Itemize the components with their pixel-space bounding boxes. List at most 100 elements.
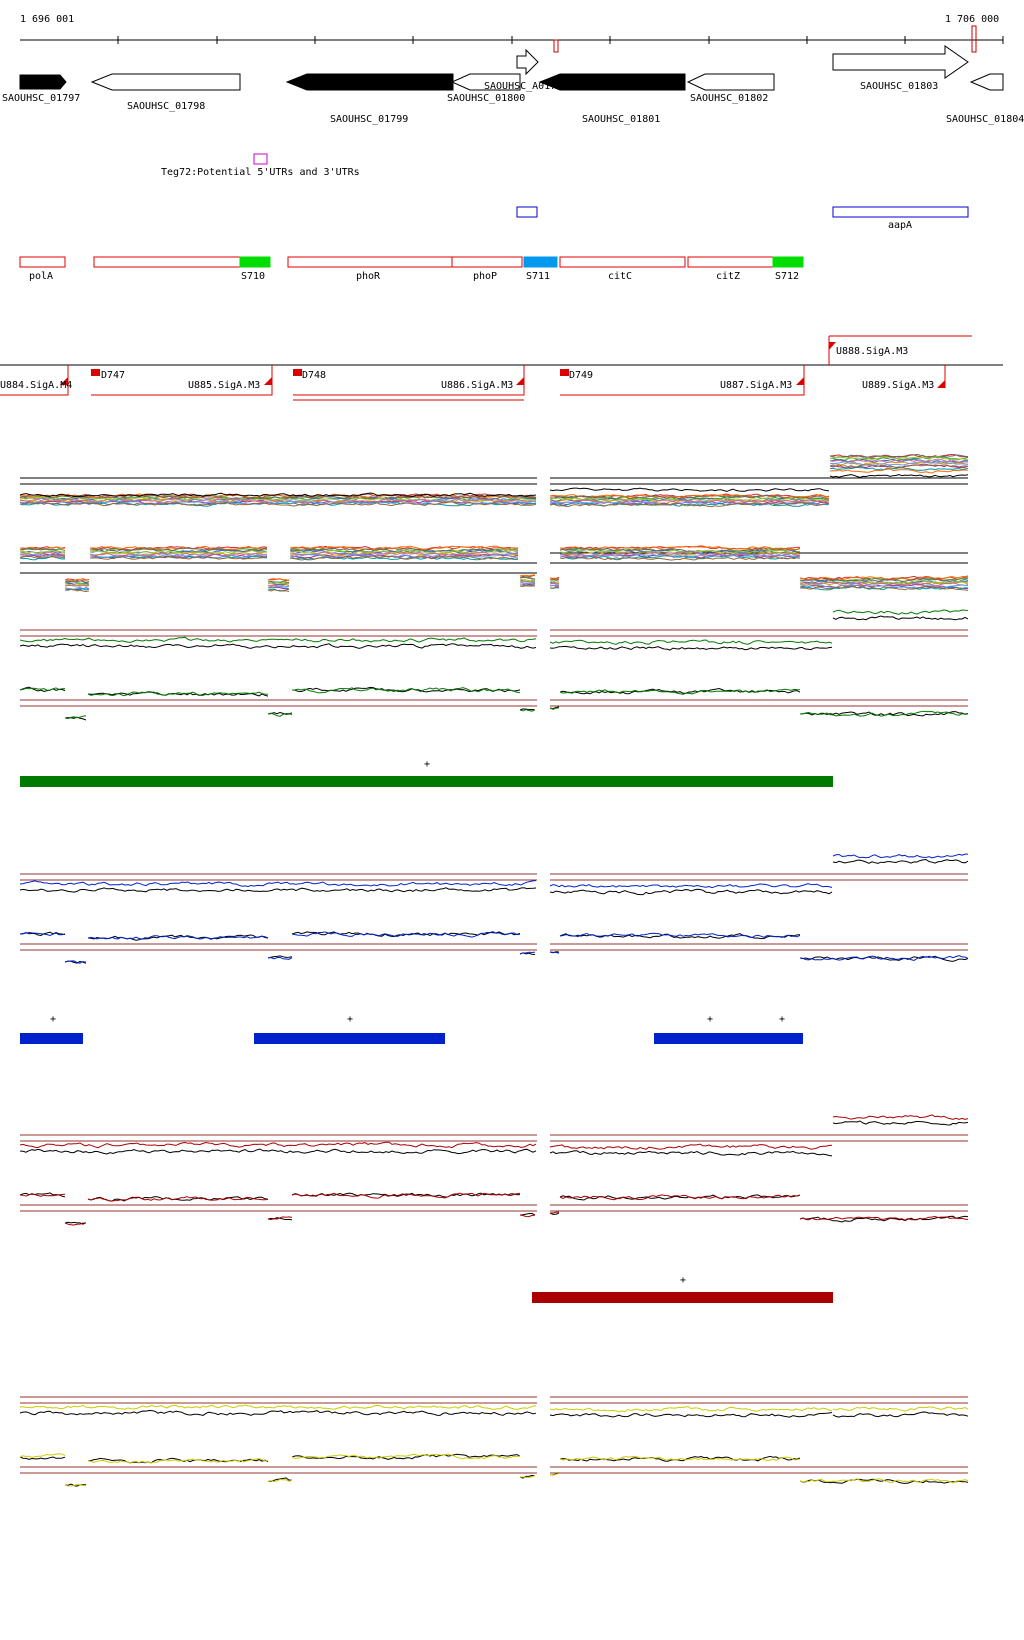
expression-multi-panel <box>19 453 969 593</box>
promoter-marker[interactable] <box>560 369 569 376</box>
expression-trace <box>19 553 969 590</box>
annotation-box[interactable] <box>451 256 523 268</box>
annotation-label: S711 <box>526 271 550 282</box>
annotation-label: citC <box>608 271 632 282</box>
expression-trace <box>19 609 969 645</box>
gene-arrow[interactable] <box>969 73 1004 91</box>
coordinate-ruler: 1 696 001 1 706 000 <box>20 14 1004 53</box>
promoter-label: U886.SigA.M3 <box>441 380 513 391</box>
gene-track: SAOUHSC_01797 SAOUHSC_01798 SAOUHSC_0179… <box>2 45 1024 125</box>
expression-trace <box>19 1192 969 1226</box>
condition-panel-yellow <box>19 1396 969 1487</box>
expression-trace <box>19 686 969 721</box>
expression-trace <box>19 468 969 499</box>
s-region-box[interactable] <box>239 256 271 268</box>
gene-arrow[interactable] <box>450 73 521 91</box>
promoter-label: U885.SigA.M3 <box>188 380 260 391</box>
ruler-end-label: 1 706 000 <box>945 14 999 25</box>
significance-bar[interactable] <box>532 1292 833 1303</box>
promoter-marker[interactable] <box>293 369 302 376</box>
ruler-marker <box>553 39 559 53</box>
bar-mark: + <box>779 1014 785 1025</box>
bar-mark: + <box>424 759 430 770</box>
gene-label: SAOUHSC_01804 <box>946 114 1024 125</box>
utr-track-label: Teg72:Potential 5'UTRs and 3'UTRs <box>161 167 360 178</box>
s-region-box[interactable] <box>523 256 558 268</box>
promoter-flag[interactable] <box>264 377 272 385</box>
promoter-label: D747 <box>101 370 125 381</box>
expression-trace <box>19 687 969 720</box>
annotation-label: citZ <box>716 271 740 282</box>
gene-arrow[interactable] <box>832 45 969 79</box>
promoter-flag[interactable] <box>60 377 68 385</box>
utr-box[interactable] <box>253 153 268 165</box>
promoter-marker[interactable] <box>91 369 100 376</box>
aap-box[interactable] <box>832 206 969 218</box>
bar-mark: + <box>347 1014 353 1025</box>
annotation-box[interactable] <box>687 256 774 268</box>
annotation-label: polA <box>29 271 53 282</box>
expression-trace <box>20 453 969 499</box>
condition-panels: + + + + + + <box>19 609 969 1487</box>
ruler-marker <box>971 25 977 53</box>
promoter-label: U888.SigA.M3 <box>836 346 908 357</box>
expression-trace <box>19 853 968 889</box>
promoter-label: U889.SigA.M3 <box>862 380 934 391</box>
significance-bar[interactable] <box>254 1033 445 1044</box>
significance-bar[interactable] <box>20 776 833 787</box>
expression-trace <box>19 474 969 498</box>
expression-trace <box>19 1409 969 1418</box>
gene-label: SAOUHSC_01797 <box>2 93 80 104</box>
promoter-track: U888.SigA.M3 U884.SigA.M4 D747 U885.SigA… <box>0 335 1003 401</box>
promoter-flag[interactable] <box>516 377 524 385</box>
ruler-start-label: 1 696 001 <box>20 14 74 25</box>
gene-label: SAOUHSC_01802 <box>690 93 768 104</box>
expression-trace <box>19 1120 969 1157</box>
promoter-label: U887.SigA.M3 <box>720 380 792 391</box>
transcript-line <box>91 365 273 396</box>
gene-arrow[interactable] <box>90 73 241 91</box>
gene-arrow[interactable] <box>538 73 686 91</box>
expression-trace <box>19 549 969 586</box>
annotation-label: S712 <box>775 271 799 282</box>
annotation-label: phoP <box>473 271 497 282</box>
gene-label: SAOUHSC_01800 <box>447 93 525 104</box>
gene-arrow[interactable] <box>686 73 775 91</box>
bar-mark: + <box>50 1014 56 1025</box>
promoter-label: U884.SigA.M4 <box>0 380 72 391</box>
promoter-flag[interactable] <box>796 377 804 385</box>
annotation-label: S710 <box>241 271 265 282</box>
annotation-box[interactable] <box>19 256 66 268</box>
expression-trace <box>19 1453 969 1487</box>
condition-panel-red: + <box>19 1114 969 1303</box>
gene-arrow[interactable] <box>19 74 67 90</box>
condition-panel-blue: + + + + <box>19 853 969 1044</box>
annotation-box[interactable] <box>93 256 241 268</box>
expression-trace <box>19 615 969 651</box>
aap-box[interactable] <box>516 206 538 218</box>
annotation-box[interactable] <box>287 256 453 268</box>
s-region-box[interactable] <box>772 256 804 268</box>
expression-trace <box>19 1114 969 1150</box>
annotation-track: polA S710 phoR phoP S711 citC citZ S712 <box>19 256 804 282</box>
gene-label: SAOUHSC_01798 <box>127 101 205 112</box>
gene-arrow[interactable] <box>516 48 539 76</box>
significance-bar[interactable] <box>654 1033 803 1044</box>
expression-trace <box>20 553 969 591</box>
significance-bar[interactable] <box>20 1033 83 1044</box>
transcript-line <box>0 365 69 396</box>
transcript-line <box>293 365 525 396</box>
utr-track: Teg72:Potential 5'UTRs and 3'UTRs aapA <box>161 153 969 231</box>
annotation-box[interactable] <box>559 256 686 268</box>
expression-trace <box>19 1404 969 1413</box>
promoter-flag[interactable] <box>829 342 836 350</box>
gene-label: SAOUHSC_A0172 <box>484 81 562 92</box>
expression-trace <box>19 858 969 896</box>
promoter-flag[interactable] <box>937 380 945 388</box>
gene-label: SAOUHSC_01799 <box>330 114 408 125</box>
gene-arrow[interactable] <box>285 73 454 91</box>
promoter-label: D749 <box>569 370 593 381</box>
bar-mark: + <box>707 1014 713 1025</box>
expression-trace <box>19 464 969 508</box>
